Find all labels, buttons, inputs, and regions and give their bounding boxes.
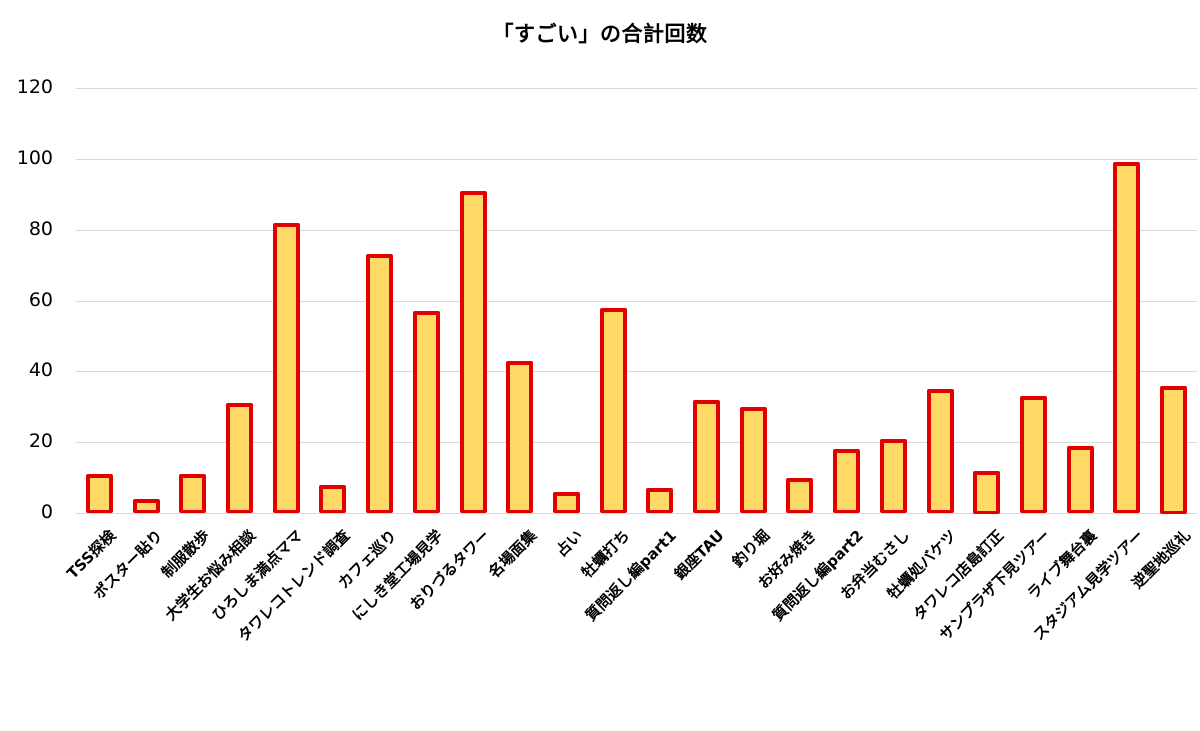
bar	[506, 361, 533, 513]
bar	[833, 449, 860, 513]
x-tick-label: 占い	[552, 526, 587, 561]
x-tick-label: 銀座TAU	[670, 526, 728, 584]
gridline	[76, 88, 1197, 89]
gridline	[76, 159, 1197, 160]
bar	[319, 485, 346, 513]
gridline	[76, 230, 1197, 231]
bar	[86, 474, 113, 513]
bar	[226, 403, 253, 513]
y-tick-label: 100	[16, 147, 53, 169]
bar	[880, 439, 907, 513]
gridline	[76, 371, 1197, 372]
gridline	[76, 442, 1197, 443]
bar	[1067, 446, 1094, 513]
bar	[179, 474, 206, 513]
y-tick-label: 0	[40, 501, 53, 523]
bar	[1160, 386, 1187, 514]
bar	[273, 223, 300, 513]
x-tick-label: 名場面集	[484, 526, 541, 582]
bar	[600, 308, 627, 513]
bar	[786, 478, 813, 513]
chart-title: 「すごい」の合計回数	[492, 22, 708, 46]
bar	[553, 492, 580, 513]
bar	[1020, 396, 1047, 513]
y-tick-label: 40	[28, 359, 53, 381]
gridline	[76, 513, 1197, 514]
bar	[740, 407, 767, 513]
bar	[646, 488, 673, 513]
bar	[693, 400, 720, 513]
bar	[460, 191, 487, 513]
gridline	[76, 301, 1197, 302]
y-tick-label: 20	[28, 430, 53, 452]
y-tick-label: 80	[28, 218, 53, 240]
bar	[1113, 162, 1140, 513]
bar	[366, 254, 393, 513]
bar	[927, 389, 954, 513]
bar	[413, 311, 440, 513]
bar	[973, 471, 1000, 514]
y-tick-label: 60	[28, 289, 53, 311]
y-tick-label: 120	[16, 76, 53, 98]
bar	[133, 499, 160, 513]
